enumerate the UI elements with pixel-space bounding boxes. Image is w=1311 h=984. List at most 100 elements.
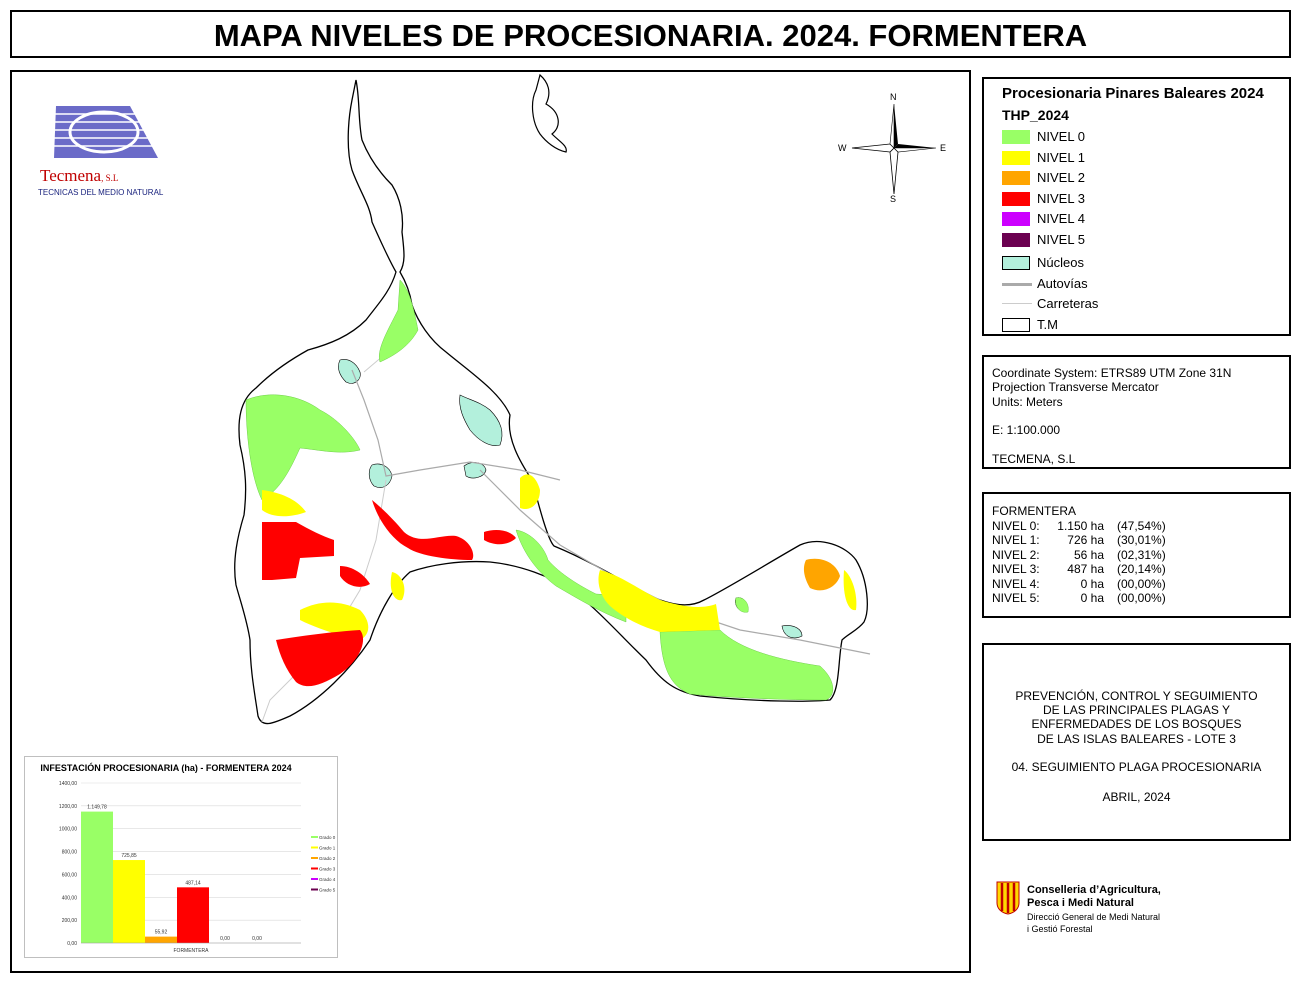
stats-value: 1.150 ha <box>1057 519 1104 533</box>
stats-title: FORMENTERA <box>992 504 1076 518</box>
y-tick-label: 800,00 <box>62 850 78 856</box>
area-nivel1-east <box>598 570 720 632</box>
coord-units: Units: Meters <box>992 395 1063 409</box>
legend-mark <box>311 867 318 870</box>
compass-n: N <box>890 92 897 102</box>
chart-title: INFESTACIÓN PROCESIONARIA (ha) - FORMENT… <box>40 763 292 773</box>
data-label: 725,85 <box>121 853 137 859</box>
infestation-chart: INFESTACIÓN PROCESIONARIA (ha) - FORMENT… <box>24 756 338 958</box>
stats-row: NIVEL 5: 0 ha (00,00%) <box>992 591 1172 605</box>
legend-swatch <box>1002 151 1030 165</box>
legend-swatch <box>1002 171 1030 185</box>
legend-mark <box>311 846 318 849</box>
project-section: 04. SEGUIMIENTO PLAGA PROCESIONARIA <box>1011 760 1262 774</box>
page-title: MAPA NIVELES DE PROCESIONARIA. 2024. FOR… <box>213 18 1088 53</box>
legend-swatch <box>1002 233 1030 247</box>
bar <box>177 887 209 943</box>
balearic-flag-icon <box>996 881 1020 915</box>
legend-label: NIVEL 1 <box>1037 150 1085 165</box>
coord-author: TECMENA, S.L <box>992 452 1076 466</box>
coord-scale: E: 1:100.000 <box>992 423 1061 437</box>
nucleo-es-pujols <box>459 394 503 446</box>
legend-label: Carreteras <box>1037 296 1099 311</box>
tecmena-logo: Tecmena, S.L TECNICAS DEL MEDIO NATURAL <box>34 100 174 210</box>
stats-key: NIVEL 3: <box>992 562 1040 576</box>
title-box: MAPA NIVELES DE PROCESIONARIA. 2024. FOR… <box>10 10 1291 58</box>
data-label: 487,14 <box>185 880 201 886</box>
legend-label: NIVEL 0 <box>1037 129 1085 144</box>
stats-value: 56 ha <box>1073 548 1104 562</box>
legend-swatch <box>1002 130 1030 144</box>
legend-mark <box>311 878 318 880</box>
area-nivel0-mid <box>515 529 627 623</box>
legend-swatch <box>1002 212 1030 226</box>
chart-legend-label: Grado 3 <box>319 867 336 872</box>
stats-key: NIVEL 2: <box>992 548 1040 562</box>
tecmena-brand-suffix: , S.L <box>101 173 119 183</box>
formentera-island <box>234 79 868 725</box>
project-line: DE LAS PRINCIPALES PLAGAS Y <box>1043 703 1230 717</box>
chart-legend-label: Grado 1 <box>319 846 336 851</box>
stats-percent: (20,14%) <box>1117 562 1166 576</box>
legend-mark <box>311 888 318 891</box>
y-tick-label: 600,00 <box>62 872 78 878</box>
project-line: DE LAS ISLAS BALEARES - LOTE 3 <box>1037 732 1236 746</box>
y-tick-label: 0,00 <box>67 941 77 947</box>
data-label: 0,00 <box>220 936 230 942</box>
legend-label: NIVEL 2 <box>1037 170 1085 185</box>
legend-line-swatch <box>1002 283 1032 286</box>
legend-title: Procesionaria Pinares Baleares 2024 <box>1002 85 1264 102</box>
chart-plot: 0,00 200,00 400,00 600,00 800,00 1000,00 1200,… <box>59 781 336 954</box>
stats-key: NIVEL 5: <box>992 591 1040 605</box>
stats-panel: FORMENTERA NIVEL 0: 1.150 ha (47,54%) NI… <box>982 492 1291 618</box>
area-nivel3-sf <box>340 566 370 587</box>
conselleria-line2: Pesca i Medi Natural <box>1027 897 1134 909</box>
stats-row: NIVEL 0: 1.150 ha (47,54%) <box>992 519 1172 533</box>
legend-label: NIVEL 3 <box>1037 191 1085 206</box>
chart-legend-label: Grado 2 <box>319 856 336 861</box>
coord-system: Coordinate System: ETRS89 UTM Zone 31N <box>992 366 1232 380</box>
stats-row: NIVEL 2: 56 ha (02,31%) <box>992 548 1172 562</box>
coordinate-panel: Coordinate System: ETRS89 UTM Zone 31N P… <box>982 355 1291 469</box>
stats-key: NIVEL 4: <box>992 577 1040 591</box>
stats-percent: (00,00%) <box>1117 577 1166 591</box>
compass-rose: N S W E <box>834 90 954 208</box>
data-label: 55,92 <box>155 930 168 936</box>
espalmador-island <box>531 73 567 153</box>
legend-label: NIVEL 4 <box>1037 211 1085 226</box>
conselleria-line1: Conselleria d’Agricultura, <box>1027 884 1161 896</box>
tecmena-brand: Tecmena <box>40 166 102 185</box>
y-tick-label: 1400,00 <box>59 781 77 787</box>
tecmena-emblem <box>54 106 158 158</box>
data-label: 1.149,78 <box>87 805 107 811</box>
conselleria-line4: i Gestió Forestal <box>1027 924 1093 934</box>
road-main <box>351 369 561 481</box>
legend-line-swatch <box>1002 303 1032 304</box>
data-label: 0,00 <box>252 936 262 942</box>
compass-e: E <box>940 143 947 153</box>
area-nivel1-sf <box>390 572 405 601</box>
conselleria-logo: Conselleria d’Agricultura, Pesca i Medi … <box>994 880 1254 940</box>
area-nivel3-east <box>484 530 516 545</box>
stats-value: 726 ha <box>1067 533 1104 547</box>
project-line: PREVENCIÓN, CONTROL Y SEGUIMIENTO <box>1015 689 1258 703</box>
area-nivel2 <box>803 558 840 591</box>
bar <box>81 811 113 943</box>
tecmena-tagline: TECNICAS DEL MEDIO NATURAL <box>38 188 164 197</box>
conselleria-line3: Direcció General de Medi Natural <box>1027 912 1161 922</box>
area-nivel1-west <box>262 490 306 517</box>
nucleo-pilar <box>781 625 803 639</box>
area-nivel0-north <box>378 279 419 363</box>
area-nivel1-center <box>520 474 540 510</box>
compass-icon <box>851 103 937 195</box>
y-tick-label: 1200,00 <box>59 804 77 810</box>
stats-row: NIVEL 3: 487 ha (20,14%) <box>992 562 1172 576</box>
legend-label: NIVEL 5 <box>1037 232 1085 247</box>
area-nivel0-east <box>659 629 833 701</box>
legend-subtitle: THP_2024 <box>1002 107 1069 123</box>
stats-percent: (02,31%) <box>1117 548 1166 562</box>
area-nivel1-tip <box>843 570 857 611</box>
project-panel: PREVENCIÓN, CONTROL Y SEGUIMIENTO DE LAS… <box>982 643 1291 841</box>
formentera-map <box>234 73 871 725</box>
compass-w: W <box>838 143 847 153</box>
